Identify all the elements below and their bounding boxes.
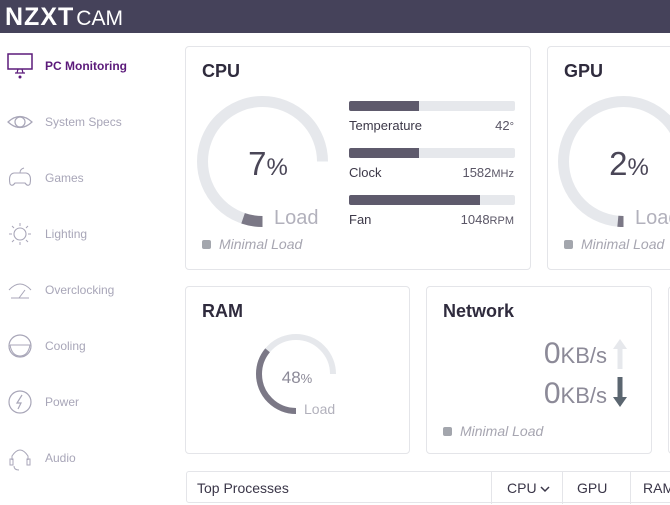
download-arrow-icon [613,377,627,407]
sidebar-item-power[interactable]: Power [0,382,180,422]
eye-icon [3,108,37,136]
network-status: Minimal Load [443,423,543,439]
power-bolt-icon [3,388,37,416]
cpu-card: CPU 7% Load Minimal Load Temperature 42° C… [185,46,531,270]
sidebar-item-label: System Specs [45,115,122,129]
sidebar-item-lighting[interactable]: Lighting [0,214,180,254]
clock-bar [349,148,515,158]
column-cpu[interactable]: CPU [497,472,560,504]
cpu-title: CPU [202,61,240,82]
fan-value: 1048RPM [461,212,514,227]
status-indicator [564,240,573,249]
monitor-icon [3,52,37,80]
sidebar-item-overclocking[interactable]: Overclocking [0,270,180,310]
network-title: Network [443,301,514,322]
network-card: Network 0KB/s 0KB/s Minimal Load [426,286,652,454]
gpu-load-label: Load [635,207,670,230]
sidebar-item-label: Cooling [45,339,86,353]
clock-label: Clock [349,165,382,180]
gpu-title: GPU [564,61,603,82]
sidebar-item-label: Games [45,171,84,185]
gamepad-icon [3,164,37,192]
sidebar-item-system-specs[interactable]: System Specs [0,102,180,142]
cpu-status: Minimal Load [202,236,302,252]
sun-icon [3,220,37,248]
ram-title: RAM [202,301,243,322]
column-gpu[interactable]: GPU [567,472,617,504]
ram-load-value: 48% [277,368,317,388]
headset-icon [3,444,37,472]
gpu-card: GPU 2% Load Minimal Load [547,46,670,270]
sidebar-item-label: Overclocking [45,283,114,297]
sidebar-item-pc-monitoring[interactable]: PC Monitoring [0,46,180,86]
nzxt-cam-logo: NZXTCAM [5,3,123,32]
sidebar-item-label: PC Monitoring [45,59,127,73]
ram-load-label: Load [304,401,335,417]
upload-rate: 0KB/s [544,337,607,371]
temperature-value: 42° [495,118,514,133]
fan-label: Fan [349,212,371,227]
upload-arrow-icon [613,339,627,369]
status-indicator [202,240,211,249]
sidebar-item-label: Power [45,395,79,409]
sidebar-item-games[interactable]: Games [0,158,180,198]
gpu-status: Minimal Load [564,236,664,252]
temperature-label: Temperature [349,118,422,133]
temperature-bar [349,101,515,111]
download-rate: 0KB/s [544,377,607,411]
top-processes-table: Top Processes CPU GPU RAM [186,471,670,503]
cooling-icon [3,332,37,360]
sidebar-item-label: Lighting [45,227,87,241]
cpu-load-value: 7% [238,145,298,183]
column-ram[interactable]: RAM [633,472,670,504]
sidebar-item-audio[interactable]: Audio [0,438,180,478]
app-header: NZXTCAM [0,0,670,33]
top-processes-title: Top Processes [187,472,299,504]
sidebar-item-cooling[interactable]: Cooling [0,326,180,366]
gpu-load-value: 2% [599,145,659,183]
ram-card: RAM 48% Load [185,286,410,454]
status-indicator [443,427,452,436]
speedometer-icon [3,276,37,304]
fan-bar [349,195,515,205]
sidebar-item-label: Audio [45,451,76,465]
clock-value: 1582MHz [462,165,514,180]
cpu-load-label: Load [274,207,319,230]
chevron-down-icon [540,486,550,493]
